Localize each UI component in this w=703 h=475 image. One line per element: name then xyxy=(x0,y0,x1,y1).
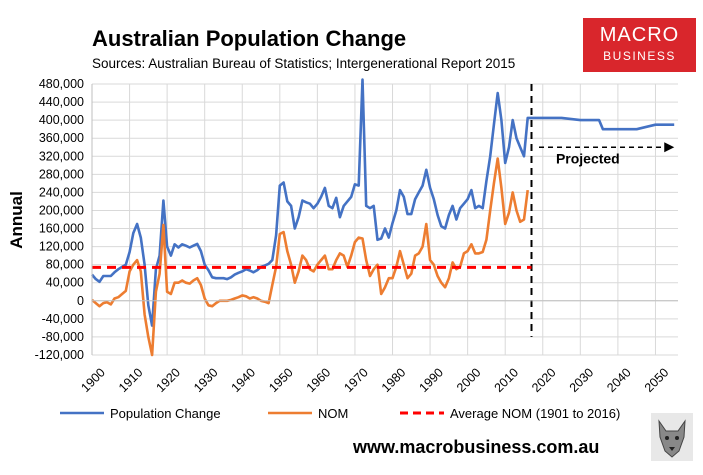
y-tick-label: -120,000 xyxy=(35,348,84,362)
x-tick-label: 1950 xyxy=(266,365,296,395)
website-url[interactable]: www.macrobusiness.com.au xyxy=(353,437,600,457)
series-line-0 xyxy=(91,78,675,327)
y-tick-label: 480,000 xyxy=(39,77,84,91)
y-tick-label: -80,000 xyxy=(42,330,84,344)
y-tick-label: 320,000 xyxy=(39,149,84,163)
logo-line-1: MACRO xyxy=(599,24,680,46)
x-tick-label: 2030 xyxy=(567,365,597,395)
legend-label-1: NOM xyxy=(318,406,348,421)
y-tick-label: 360,000 xyxy=(39,131,84,145)
y-tick-label: 120,000 xyxy=(39,240,84,254)
logo-line-2: BUSINESS xyxy=(603,49,676,63)
legend-label-0: Population Change xyxy=(110,406,221,421)
x-tick-label: 2020 xyxy=(529,365,559,395)
y-tick-label: 200,000 xyxy=(39,203,84,217)
y-axis-label: Annual xyxy=(7,191,26,249)
x-tick-label: 2000 xyxy=(454,365,484,395)
x-tick-label: 1990 xyxy=(416,365,446,395)
macro-business-logo[interactable]: MACRO BUSINESS xyxy=(583,18,696,72)
y-tick-label: 400,000 xyxy=(39,113,84,127)
tick-labels: -120,000 -80,000 -40,000 0 40,000 80,000 120,0… xyxy=(35,77,672,395)
chart-subtitle: Sources: Australian Bureau of Statistics… xyxy=(92,56,516,71)
annotations: Projected xyxy=(539,142,675,167)
y-tick-label: 240,000 xyxy=(39,185,84,199)
x-tick-label: 2010 xyxy=(492,365,522,395)
y-tick-label: 280,000 xyxy=(39,167,84,181)
y-tick-label: 160,000 xyxy=(39,222,84,236)
x-tick-label: 1900 xyxy=(78,365,108,395)
legend-label-2: Average NOM (1901 to 2016) xyxy=(450,406,620,421)
y-tick-label: -40,000 xyxy=(42,312,84,326)
y-tick-label: 80,000 xyxy=(46,258,84,272)
grid-lines xyxy=(91,83,678,356)
series-lines xyxy=(91,78,675,357)
x-tick-label: 2040 xyxy=(604,365,634,395)
x-tick-label: 2050 xyxy=(642,365,672,395)
y-tick-label: 40,000 xyxy=(46,276,84,290)
legend: Population Change NOM Average NOM (1901 to… xyxy=(60,406,620,421)
wolf-logo-icon xyxy=(651,413,693,461)
annotation-projected: Projected xyxy=(556,151,620,167)
x-tick-label: 1970 xyxy=(341,365,371,395)
y-tick-label: 440,000 xyxy=(39,95,84,109)
projection-arrow-head xyxy=(664,142,675,153)
axes: Annual xyxy=(7,84,678,355)
x-tick-label: 1980 xyxy=(379,365,409,395)
y-tick-label: 0 xyxy=(77,294,84,308)
x-tick-label: 1960 xyxy=(304,365,334,395)
x-tick-label: 1910 xyxy=(116,365,146,395)
series-line-1 xyxy=(91,157,529,357)
x-tick-label: 1940 xyxy=(229,365,259,395)
x-tick-label: 1930 xyxy=(191,365,221,395)
x-tick-label: 1920 xyxy=(154,365,184,395)
chart-title: Australian Population Change xyxy=(92,26,407,51)
